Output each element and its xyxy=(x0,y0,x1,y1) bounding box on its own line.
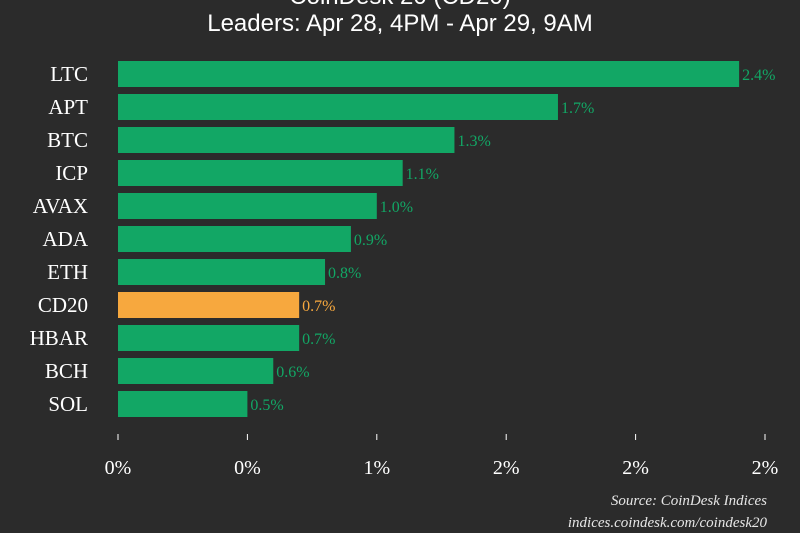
category-label: BCH xyxy=(45,359,88,383)
value-label: 1.3% xyxy=(457,133,490,150)
source-line: Source: CoinDesk Indices xyxy=(611,493,767,509)
category-label: CD20 xyxy=(38,293,88,317)
category-label: SOL xyxy=(48,392,88,416)
x-tick-label: 2% xyxy=(752,457,779,479)
bar xyxy=(118,259,326,285)
category-label: ETH xyxy=(47,260,88,284)
category-label: LTC xyxy=(50,62,88,86)
bar xyxy=(118,226,351,252)
bar xyxy=(118,193,377,219)
value-label: 2.4% xyxy=(742,67,775,84)
bar xyxy=(118,160,403,186)
category-label: ADA xyxy=(43,227,89,251)
value-label: 0.5% xyxy=(250,397,283,414)
category-label: AVAX xyxy=(33,194,88,218)
x-tick-label: 2% xyxy=(622,457,649,479)
x-tick-label: 0% xyxy=(234,457,261,479)
chart-subtitle: Leaders: Apr 28, 4PM - Apr 29, 9AM xyxy=(207,10,593,37)
category-label: HBAR xyxy=(30,326,88,350)
value-label: 1.1% xyxy=(406,166,439,183)
x-tick-label: 1% xyxy=(363,457,390,479)
category-label: ICP xyxy=(55,161,88,185)
bar xyxy=(118,292,300,318)
bar xyxy=(118,61,740,87)
chart-title: CoinDesk 20 (CD20) xyxy=(289,0,510,10)
bar xyxy=(118,325,300,351)
value-label: 1.0% xyxy=(380,199,413,216)
x-tick-label: 2% xyxy=(493,457,520,479)
x-axis: 0% 0% 1% 2% 2% 2% xyxy=(105,434,779,479)
bars-group: LTC 2.4% APT 1.7% BTC 1.3% ICP 1.1% AVAX 1.0% ADA 0… xyxy=(30,61,775,417)
value-label: 0.8% xyxy=(328,265,361,282)
bar xyxy=(118,127,455,153)
value-label: 0.7% xyxy=(302,331,335,348)
bar xyxy=(118,358,274,384)
bar xyxy=(118,391,248,417)
category-label: BTC xyxy=(47,128,88,152)
value-label: 0.7% xyxy=(302,298,335,315)
x-tick-label: 0% xyxy=(105,457,132,479)
value-label: 0.9% xyxy=(354,232,387,249)
value-label: 1.7% xyxy=(561,100,594,117)
category-label: APT xyxy=(48,95,88,119)
bar xyxy=(118,94,558,120)
value-label: 0.6% xyxy=(276,364,309,381)
source-url: indices.coindesk.com/coindesk20 xyxy=(568,515,768,531)
